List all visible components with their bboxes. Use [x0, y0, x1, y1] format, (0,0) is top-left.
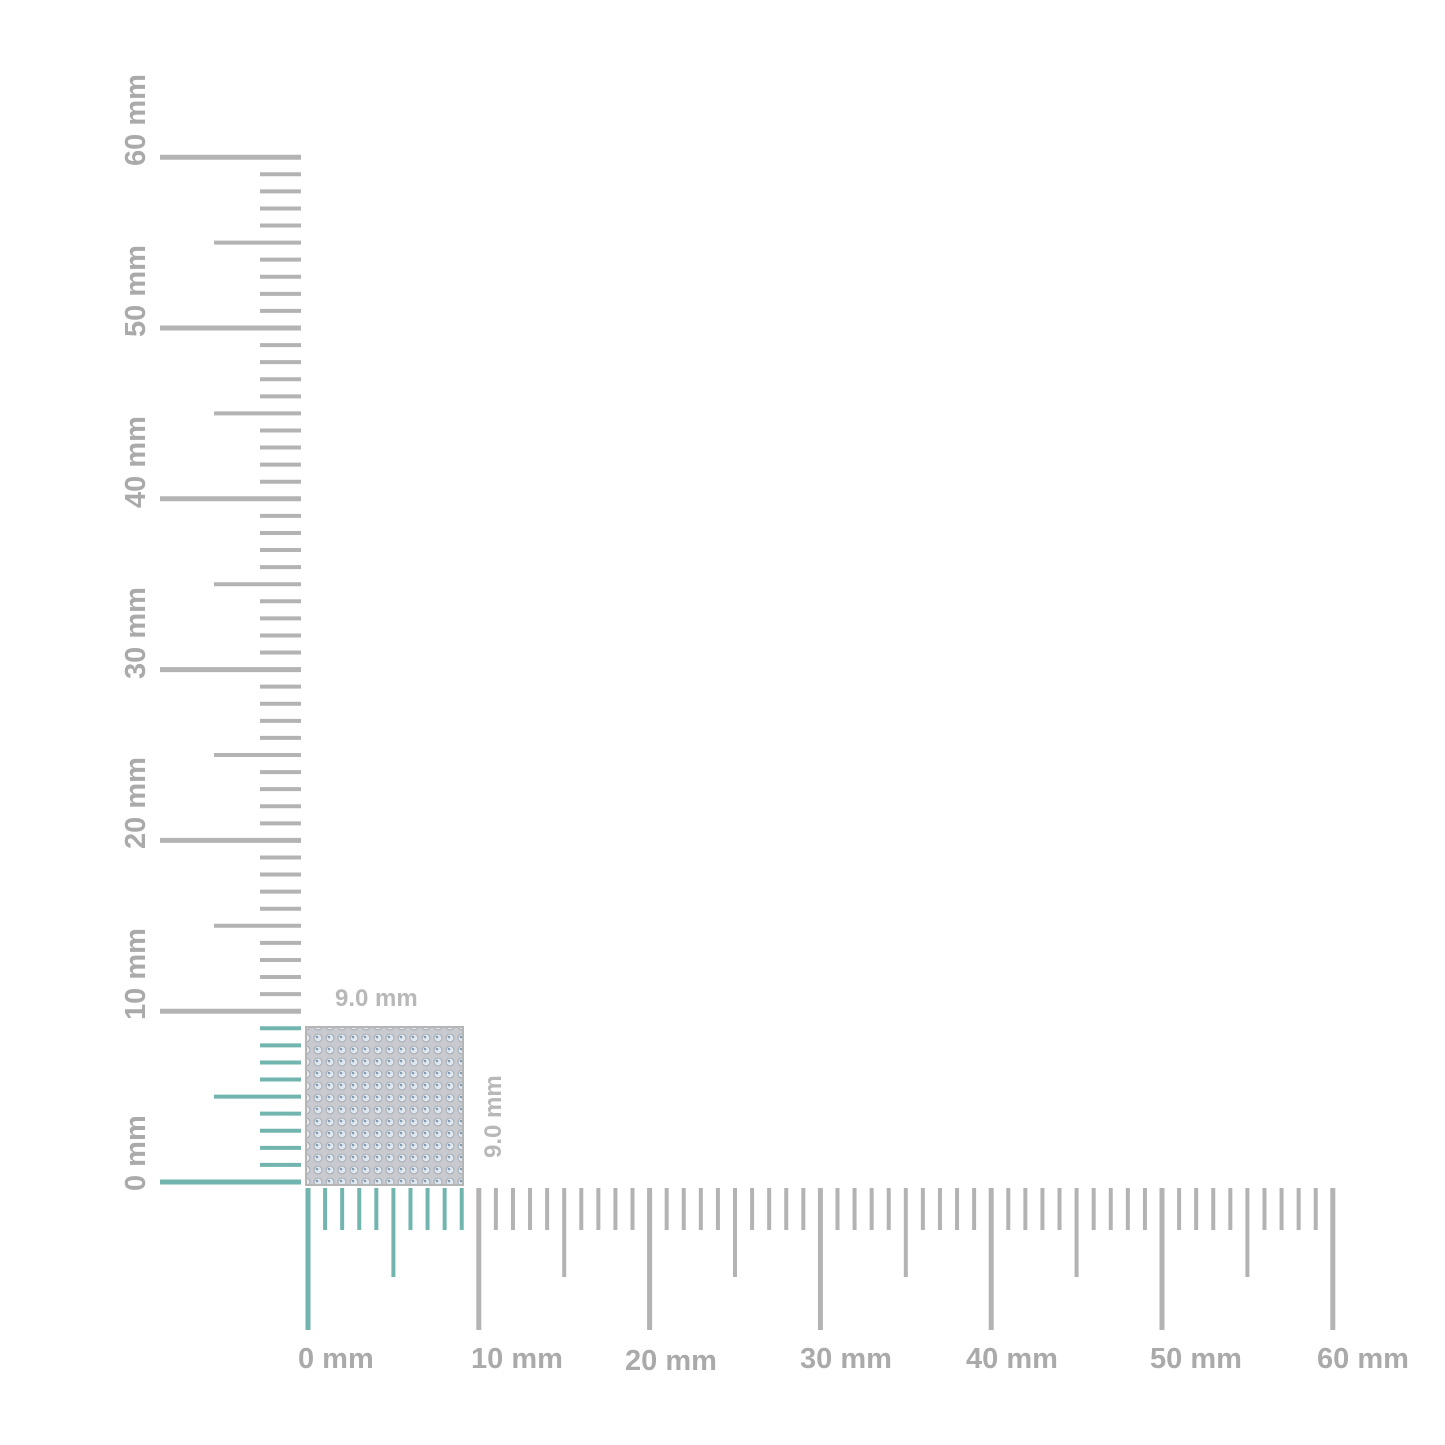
- x-tick-label: 60 mm: [1317, 1343, 1409, 1375]
- x-tick-label: 20 mm: [625, 1345, 717, 1377]
- y-tick-label: 10 mm: [120, 928, 152, 1021]
- y-tick-label: 60 mm: [120, 74, 152, 167]
- item-sample: [305, 1026, 464, 1186]
- y-tick-label: 20 mm: [120, 757, 152, 850]
- y-tick-label: 40 mm: [120, 415, 152, 508]
- y-tick-label: 30 mm: [120, 586, 152, 679]
- item-height-label: 9.0 mm: [480, 1075, 507, 1158]
- x-tick-label: 40 mm: [966, 1343, 1058, 1375]
- x-tick-label: 10 mm: [471, 1343, 563, 1375]
- x-tick-label: 50 mm: [1150, 1343, 1242, 1375]
- x-tick-label: 0 mm: [298, 1343, 374, 1375]
- item-width-label: 9.0 mm: [335, 985, 418, 1012]
- vertical-ruler: [160, 154, 301, 1185]
- y-tick-label: 0 mm: [120, 1115, 152, 1191]
- x-tick-label: 30 mm: [800, 1343, 892, 1375]
- y-tick-label: 50 mm: [120, 245, 152, 337]
- horizontal-ruler: [305, 1188, 1336, 1330]
